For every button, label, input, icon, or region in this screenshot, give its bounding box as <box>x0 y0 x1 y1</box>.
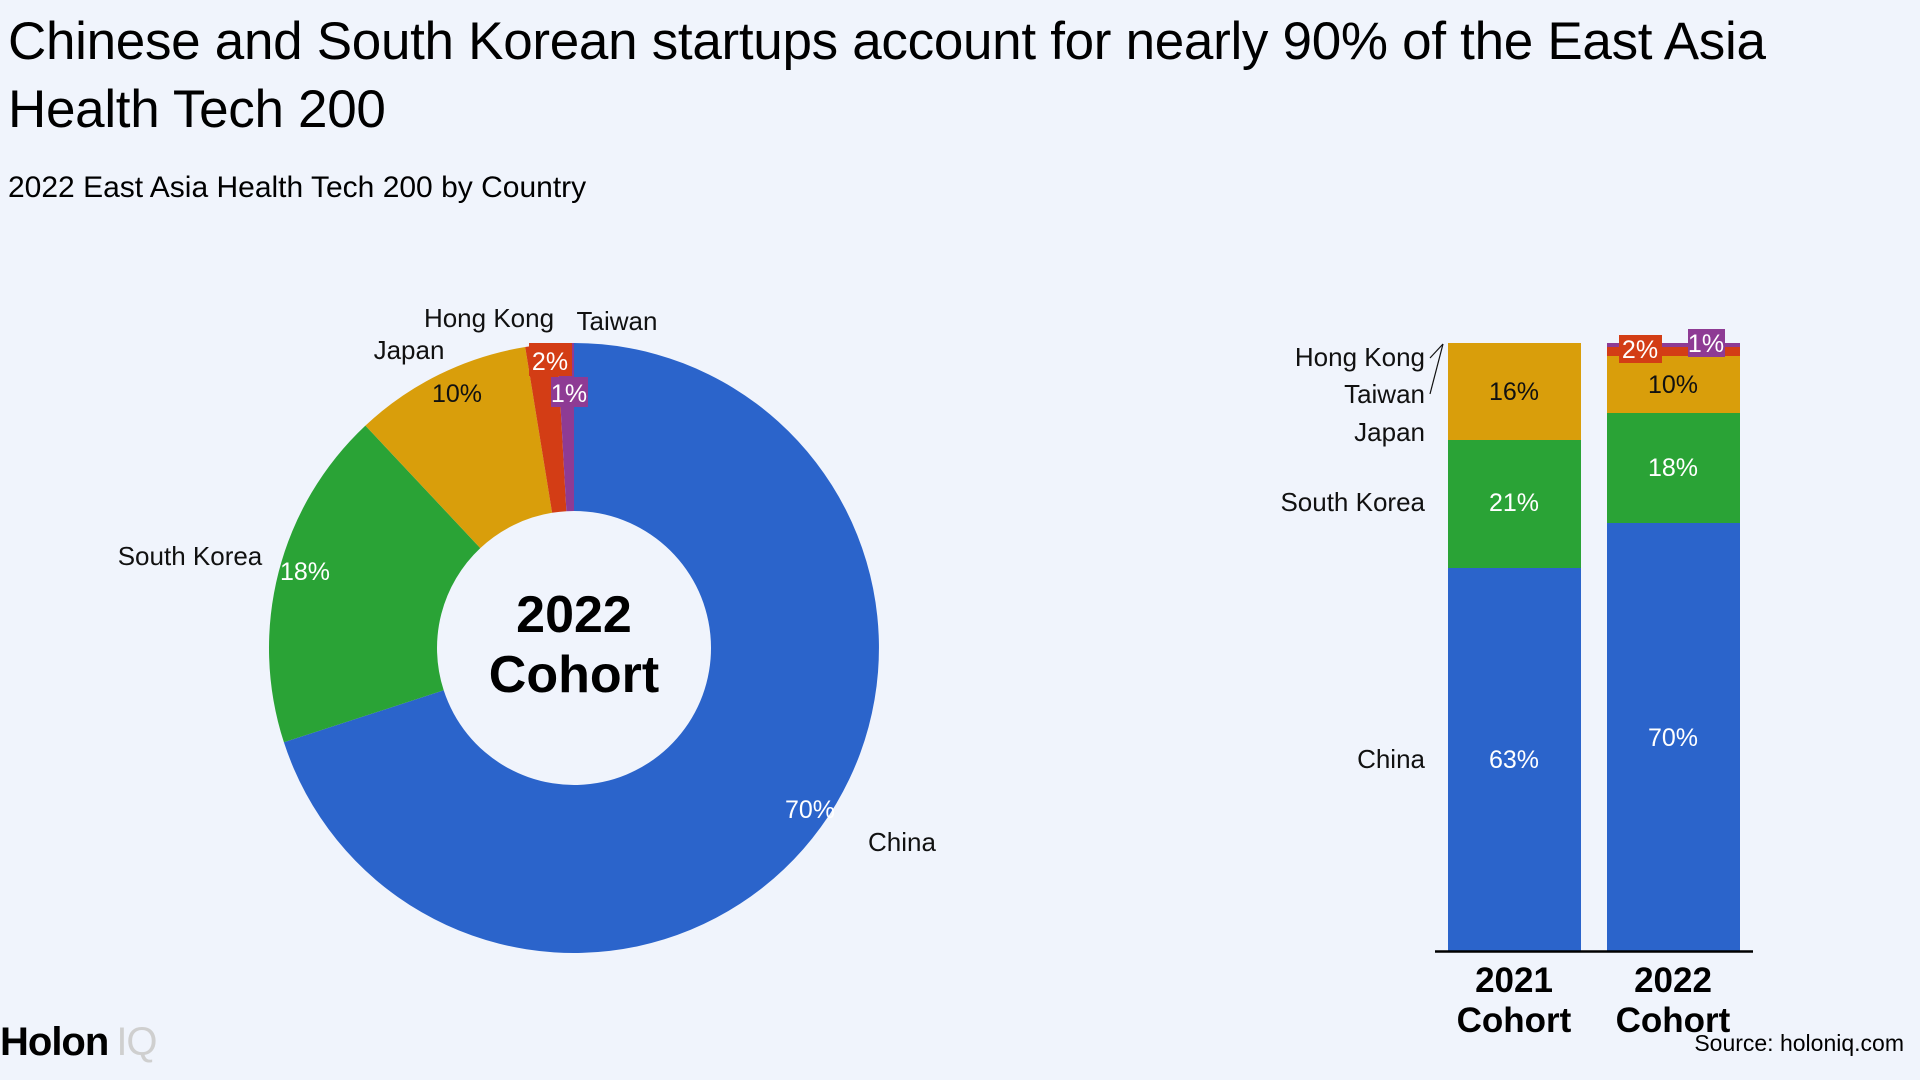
bar-2022-japan-label: 10% <box>1648 371 1698 399</box>
bar-2022-south-korea <box>1607 413 1740 523</box>
donut-pct-japan: 10% <box>432 380 482 408</box>
bar-2022-taiwan-label: 1% <box>1688 330 1724 358</box>
bar-2022-taiwan-box <box>1688 329 1725 357</box>
stacked-bar-chart: 63% 21% 16% 70% 18% 10% 2% 1% Hong Kong … <box>1280 329 1753 1040</box>
bar-2022-china <box>1607 523 1740 951</box>
bar-2022-china-label: 70% <box>1648 724 1698 752</box>
logo-iq-text: IQ <box>116 1020 157 1064</box>
leader-line-taiwan <box>1429 343 1444 395</box>
bar-2021-south-korea <box>1448 440 1581 568</box>
donut-label-hong-kong: Hong Kong <box>424 303 554 333</box>
donut-center-year: 2022 <box>516 586 632 644</box>
bar-legend-taiwan: Taiwan <box>1344 379 1425 409</box>
bar-2022-south-korea-label: 18% <box>1648 454 1698 482</box>
donut-label-taiwan: Taiwan <box>577 306 658 336</box>
chart-subtitle: 2022 East Asia Health Tech 200 by Countr… <box>8 171 587 204</box>
x-tick-2022-cohort: Cohort <box>1616 1001 1731 1040</box>
bar-2021-south-korea-label: 21% <box>1489 489 1539 517</box>
donut-label-south-korea: South Korea <box>118 541 263 571</box>
leader-line-hong-kong <box>1429 343 1444 359</box>
logo-holon-text: Holon <box>0 1020 109 1064</box>
x-tick-2021-year: 2021 <box>1475 961 1553 1000</box>
bar-2022-japan <box>1607 356 1740 413</box>
donut-pct-hong-kong-box <box>529 343 572 376</box>
donut-slice-china <box>283 343 879 954</box>
donut-slice-south-korea <box>268 425 481 743</box>
donut-pct-taiwan-box <box>551 377 588 407</box>
bar-2021-japan-label: 16% <box>1489 378 1539 406</box>
bar-2022-hong-kong <box>1607 347 1740 356</box>
bar-2021-china <box>1448 568 1581 951</box>
bar-2021-japan <box>1448 343 1581 440</box>
bar-2022-hong-kong-box <box>1619 335 1662 363</box>
chart-title: Chinese and South Korean startups accoun… <box>8 12 1766 139</box>
source-note: Source: holoniq.com <box>1694 1030 1904 1056</box>
donut-pct-china: 70% <box>785 796 835 824</box>
donut-center-cohort: Cohort <box>489 646 659 704</box>
bar-legend-china: China <box>1357 744 1425 774</box>
donut-chart: 2022 Cohort 70% 18% 10% 2% 1% China Sout… <box>118 303 937 954</box>
bar-2022-taiwan <box>1607 343 1740 347</box>
bar-2021-china-label: 63% <box>1489 746 1539 774</box>
bar-legend-japan: Japan <box>1354 417 1425 447</box>
x-tick-2022-year: 2022 <box>1634 961 1712 1000</box>
donut-pct-south-korea: 18% <box>280 558 330 586</box>
bar-2022-hong-kong-label: 2% <box>1622 336 1658 364</box>
donut-pct-hong-kong: 2% <box>532 348 568 376</box>
donut-pct-taiwan: 1% <box>551 380 587 408</box>
donut-slice-japan <box>365 347 553 549</box>
holoniq-logo: Holon IQ <box>0 1020 158 1065</box>
bar-legend-hong-kong: Hong Kong <box>1295 342 1425 372</box>
bar-legend-south-korea: South Korea <box>1280 487 1425 517</box>
x-tick-2021-cohort: Cohort <box>1457 1001 1572 1040</box>
donut-label-japan: Japan <box>374 335 445 365</box>
donut-label-china: China <box>868 827 936 857</box>
